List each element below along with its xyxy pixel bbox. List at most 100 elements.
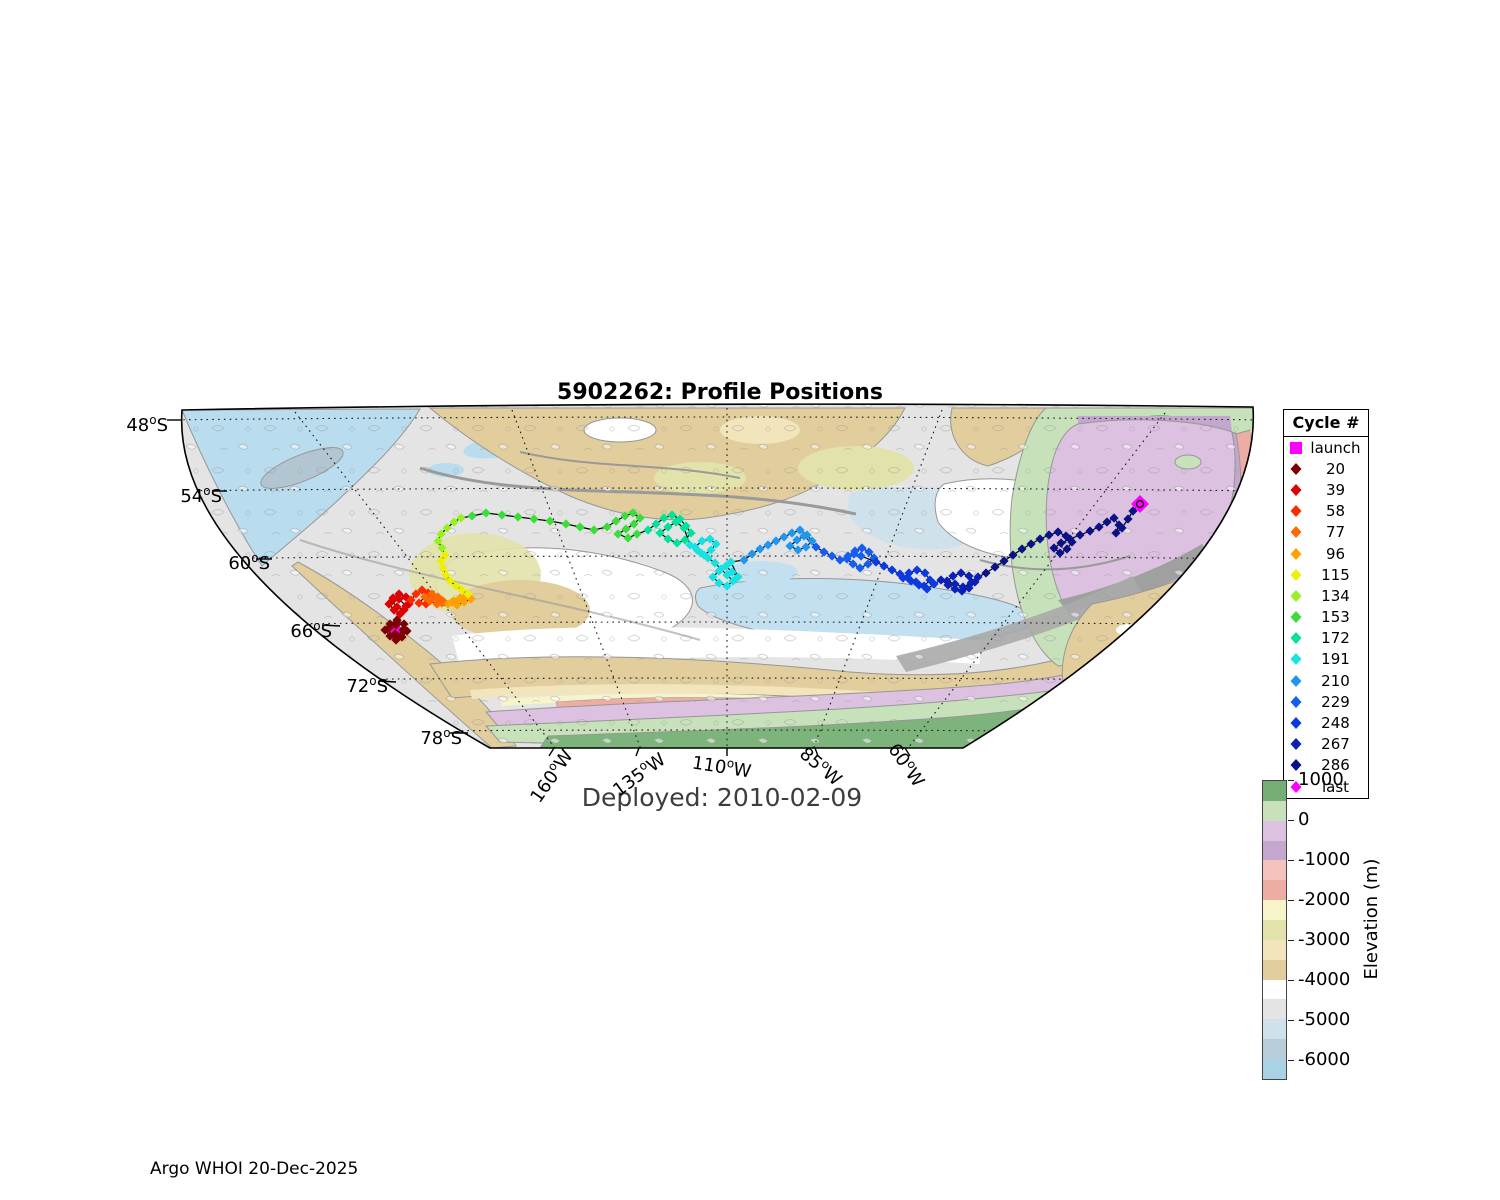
- profile-marker: [663, 522, 673, 532]
- profile-marker: [613, 529, 623, 539]
- profile-marker: [755, 544, 765, 554]
- profile-marker: [459, 597, 469, 607]
- profile-marker: [714, 578, 724, 588]
- profile-marker: [643, 525, 653, 535]
- profile-marker: [771, 536, 781, 546]
- profile-marker: [914, 580, 924, 590]
- profile-marker: [950, 579, 960, 589]
- colorbar-tick: [1288, 780, 1294, 781]
- profile-marker: [620, 511, 630, 521]
- profile-marker: [948, 571, 958, 581]
- colorbar-segment: [1263, 800, 1286, 821]
- profile-marker: [1067, 537, 1077, 547]
- profile-marker: [733, 572, 743, 582]
- legend-entry: 58: [1284, 501, 1368, 522]
- cycle-diamond-icon: [1290, 547, 1302, 560]
- profile-marker: [1056, 538, 1066, 548]
- profile-marker: [871, 557, 881, 567]
- profile-marker: [589, 525, 599, 535]
- profile-marker: [1061, 531, 1071, 541]
- profile-marker: [411, 589, 421, 599]
- profile-marker: [628, 508, 638, 518]
- cycle-diamond-icon: [1290, 653, 1302, 666]
- scotia-white-speck-3: [1096, 657, 1120, 667]
- profile-marker: [795, 525, 805, 535]
- profile-marker: [792, 535, 802, 545]
- legend-entry: 172: [1284, 628, 1368, 649]
- profile-marker: [436, 556, 446, 566]
- legend-entry-label: 191: [1321, 650, 1350, 669]
- colorbar-segment: [1263, 1019, 1286, 1040]
- profile-marker: [406, 595, 416, 605]
- cycle-diamond-icon: [1290, 632, 1302, 645]
- legend-entry: 210: [1284, 670, 1368, 691]
- profile-marker: [387, 596, 397, 606]
- legend-entry: 153: [1284, 607, 1368, 628]
- legend-entry: 39: [1284, 479, 1368, 500]
- profile-marker: [1128, 506, 1138, 516]
- profile-marker: [726, 557, 736, 567]
- profile-marker: [1111, 528, 1121, 538]
- cycle-diamond-icon: [1290, 589, 1302, 602]
- legend-entry: 20: [1284, 458, 1368, 479]
- elevation-colorbar: [1262, 780, 1287, 1080]
- profile-marker: [392, 602, 402, 612]
- profile-marker: [431, 593, 441, 603]
- profile-marker: [763, 540, 773, 550]
- legend-entry: 191: [1284, 649, 1368, 670]
- profile-marker: [697, 536, 707, 546]
- profile-marker: [964, 571, 974, 581]
- profile-marker: [437, 543, 447, 553]
- colorbar-segment: [1263, 880, 1286, 901]
- profile-marker: [973, 572, 983, 582]
- colorbar-segment: [1263, 900, 1286, 921]
- profile-marker: [1102, 517, 1112, 527]
- profile-marker: [445, 576, 455, 586]
- profile-marker: [801, 542, 811, 552]
- legend-entry-label: 77: [1325, 523, 1346, 542]
- profile-marker: [663, 534, 673, 544]
- colorbar-tick-label: -6000: [1298, 1049, 1351, 1070]
- legend-entry-label: last: [1321, 777, 1350, 796]
- profile-marker: [394, 589, 404, 599]
- legend-entry: 77: [1284, 522, 1368, 543]
- profile-marker: [956, 568, 966, 578]
- profile-marker: [1085, 526, 1095, 536]
- legend-entry: 115: [1284, 564, 1368, 585]
- profile-marker: [922, 584, 932, 594]
- profile-marker: [437, 598, 447, 608]
- profile-marker: [848, 559, 858, 569]
- last-marker: [1131, 495, 1149, 513]
- legend-entry-label: 153: [1321, 608, 1350, 627]
- profile-marker: [696, 548, 706, 558]
- legend-entry: 267: [1284, 734, 1368, 755]
- profile-marker: [799, 531, 809, 541]
- cycle-diamond-icon: [1290, 717, 1302, 730]
- profile-marker: [942, 576, 952, 586]
- profile-marker: [629, 519, 639, 529]
- profile-marker: [879, 561, 889, 571]
- profile-marker: [651, 519, 661, 529]
- cycle-diamond-icon: [1290, 780, 1302, 793]
- legend-entry-label: 267: [1321, 735, 1350, 754]
- legend-entry: 134: [1284, 585, 1368, 606]
- lat-tick-label: 60oS: [228, 551, 270, 574]
- profile-marker: [611, 516, 621, 526]
- profile-marker: [703, 553, 713, 563]
- profile-marker: [690, 542, 700, 552]
- profile-marker: [981, 568, 991, 578]
- colorbar-segment: [1263, 1059, 1286, 1079]
- profile-marker: [575, 522, 585, 532]
- deployed-date: Deployed: 2010-02-09: [581, 783, 863, 812]
- colorbar-tick: [1288, 820, 1294, 821]
- profile-marker: [545, 516, 555, 526]
- legend-entry-label: 39: [1325, 480, 1346, 499]
- legend-entry-label: 115: [1321, 565, 1350, 584]
- cycle-diamond-icon: [1290, 738, 1302, 751]
- legend-entry-label: 96: [1325, 544, 1346, 563]
- profile-marker: [1049, 543, 1059, 553]
- profile-marker: [456, 513, 466, 523]
- profile-marker: [1008, 550, 1018, 560]
- profile-marker: [632, 529, 642, 539]
